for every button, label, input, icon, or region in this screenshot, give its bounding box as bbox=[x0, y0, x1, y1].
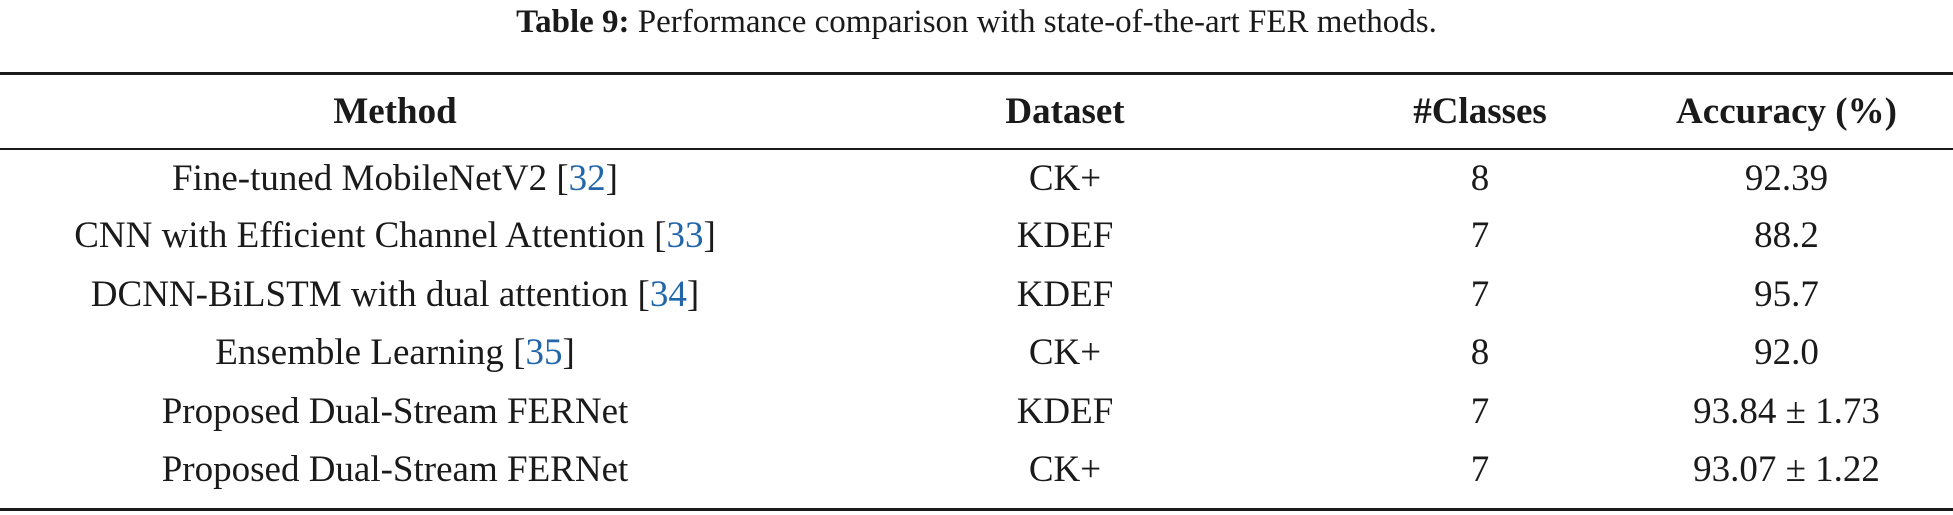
cell-dataset: KDEF bbox=[1016, 215, 1114, 257]
citation-link[interactable]: 33 bbox=[666, 215, 704, 257]
cell-accuracy: 93.84 ± 1.73 bbox=[1693, 390, 1880, 432]
cell-classes: 8 bbox=[1470, 157, 1490, 199]
cell-dataset: KDEF bbox=[1016, 273, 1114, 315]
method-name: Ensemble Learning bbox=[215, 332, 504, 374]
cell-dataset: CK+ bbox=[1028, 449, 1102, 491]
header-rule bbox=[0, 148, 1953, 150]
cell-accuracy: 88.2 bbox=[1754, 215, 1819, 257]
table-row: Proposed Dual-Stream FERNet CK+ 7 93.07 ± 1… bbox=[0, 441, 1953, 500]
top-rule bbox=[0, 72, 1953, 75]
table-row: Fine-tuned MobileNetV2 [32] CK+ 8 92.39 bbox=[0, 148, 1953, 207]
cell-classes: 7 bbox=[1470, 215, 1490, 257]
table-row: Ensemble Learning [35] CK+ 8 92.0 bbox=[0, 324, 1953, 383]
cell-accuracy: 92.0 bbox=[1754, 332, 1819, 374]
table-caption-label: Table 9: bbox=[516, 4, 630, 40]
cell-classes: 7 bbox=[1470, 449, 1490, 491]
table-row: DCNN-BiLSTM with dual attention [34] KDEF… bbox=[0, 265, 1953, 324]
cell-method: CNN with Efficient Channel Attention [33… bbox=[74, 215, 716, 257]
table-caption-text: Performance comparison with state-of-the… bbox=[637, 4, 1437, 40]
cell-accuracy: 93.07 ± 1.22 bbox=[1693, 449, 1880, 491]
cell-dataset: CK+ bbox=[1028, 157, 1102, 199]
cell-dataset: KDEF bbox=[1016, 390, 1114, 432]
bottom-rule bbox=[0, 508, 1953, 511]
cell-method: Proposed Dual-Stream FERNet bbox=[0, 382, 790, 441]
column-header-accuracy: Accuracy (%) bbox=[1676, 91, 1897, 132]
cell-dataset: CK+ bbox=[1028, 332, 1102, 374]
method-name: DCNN-BiLSTM with dual attention bbox=[90, 273, 629, 315]
method-name: Proposed Dual-Stream FERNet bbox=[161, 390, 629, 432]
citation-link[interactable]: 34 bbox=[649, 273, 687, 315]
column-header-classes: #Classes bbox=[1413, 91, 1547, 132]
citation-link[interactable]: 32 bbox=[568, 157, 606, 199]
comparison-table: Method Dataset #Classes Accuracy (%) Fin… bbox=[0, 75, 1953, 499]
cell-method: Fine-tuned MobileNetV2 [32] bbox=[172, 157, 618, 199]
cell-method: DCNN-BiLSTM with dual attention [34] bbox=[90, 273, 700, 315]
column-header-dataset: Dataset bbox=[1005, 91, 1125, 132]
cell-classes: 7 bbox=[1470, 390, 1490, 432]
cell-classes: 7 bbox=[1470, 273, 1490, 315]
table-caption: Table 9: Performance comparison with sta… bbox=[0, 0, 1953, 44]
method-name: CNN with Efficient Channel Attention bbox=[74, 215, 645, 257]
column-header-method: Method bbox=[333, 91, 457, 132]
table-row: Proposed Dual-Stream FERNet KDEF 7 93.84 ± … bbox=[0, 382, 1953, 441]
cell-method: Proposed Dual-Stream FERNet bbox=[0, 441, 790, 500]
table-body: Fine-tuned MobileNetV2 [32] CK+ 8 92.39 CNN … bbox=[0, 148, 1953, 499]
cell-classes: 8 bbox=[1470, 332, 1490, 374]
cell-method: Ensemble Learning [35] bbox=[215, 332, 575, 374]
cell-accuracy: 92.39 bbox=[1744, 157, 1829, 199]
method-name: Proposed Dual-Stream FERNet bbox=[161, 449, 629, 491]
header-row: Method Dataset #Classes Accuracy (%) bbox=[0, 75, 1953, 148]
cell-accuracy: 95.7 bbox=[1754, 273, 1819, 315]
table-row: CNN with Efficient Channel Attention [33… bbox=[0, 207, 1953, 266]
citation-link[interactable]: 35 bbox=[525, 332, 563, 374]
method-name: Fine-tuned MobileNetV2 bbox=[172, 157, 548, 199]
